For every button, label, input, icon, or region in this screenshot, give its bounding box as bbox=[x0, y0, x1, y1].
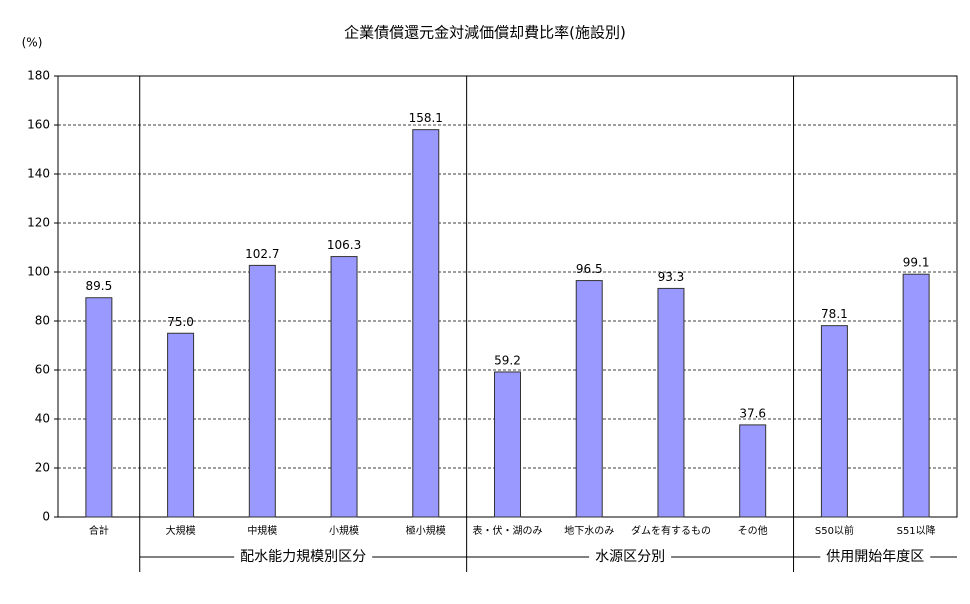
y-tick-label: 80 bbox=[35, 314, 50, 328]
x-tick-label: 合計 bbox=[89, 524, 109, 537]
y-tick-label: 180 bbox=[27, 69, 50, 83]
value-label: 96.5 bbox=[576, 262, 603, 276]
value-label: 106.3 bbox=[327, 238, 361, 252]
x-tick-label: 極小規模 bbox=[406, 524, 446, 537]
bar bbox=[820, 325, 848, 518]
bar bbox=[412, 129, 440, 518]
value-label: 158.1 bbox=[409, 111, 443, 125]
x-tick-label: S51以降 bbox=[897, 524, 936, 537]
y-tick-label: 160 bbox=[27, 118, 50, 132]
bar bbox=[85, 297, 113, 518]
bar bbox=[657, 287, 685, 518]
y-tick-label: 60 bbox=[35, 363, 50, 377]
y-unit: (%) bbox=[22, 36, 43, 50]
bar bbox=[739, 424, 767, 518]
group-label: 水源区分別 bbox=[595, 549, 665, 565]
bar bbox=[902, 273, 930, 518]
x-tick-label: ダムを有するもの bbox=[631, 524, 711, 537]
group-label: 配水能力規模別区分 bbox=[240, 549, 366, 565]
y-tick-label: 20 bbox=[35, 461, 50, 475]
x-tick-label: S50以前 bbox=[815, 524, 854, 537]
y-tick-label: 120 bbox=[27, 216, 50, 230]
y-tick-label: 100 bbox=[27, 265, 50, 279]
x-tick-label: 大規模 bbox=[166, 524, 196, 537]
y-tick-label: 40 bbox=[35, 412, 50, 426]
bar bbox=[167, 332, 195, 518]
x-tick-label: 表・伏・湖のみ bbox=[473, 524, 543, 537]
bar bbox=[330, 256, 358, 518]
x-tick-label: 中規模 bbox=[247, 524, 277, 537]
group-label: 供用開始年度区 bbox=[826, 549, 924, 565]
value-label: 102.7 bbox=[245, 247, 279, 261]
value-label: 59.2 bbox=[494, 353, 521, 367]
value-label: 89.5 bbox=[86, 279, 113, 293]
y-tick-label: 140 bbox=[27, 167, 50, 181]
value-label: 99.1 bbox=[903, 256, 930, 270]
bar bbox=[248, 264, 276, 518]
value-label: 75.0 bbox=[167, 315, 194, 329]
x-tick-label: その他 bbox=[738, 524, 768, 537]
bar bbox=[494, 371, 521, 518]
value-label: 37.6 bbox=[739, 406, 766, 420]
x-tick-label: 地下水のみ bbox=[564, 524, 614, 537]
bar bbox=[575, 280, 603, 518]
y-tick-label: 0 bbox=[42, 510, 50, 524]
value-label: 78.1 bbox=[821, 307, 848, 321]
value-label: 93.3 bbox=[658, 270, 685, 284]
chart-title: 企業債償還元金対減価償却費比率(施設別) bbox=[344, 24, 626, 42]
x-tick-label: 小規模 bbox=[329, 525, 359, 537]
